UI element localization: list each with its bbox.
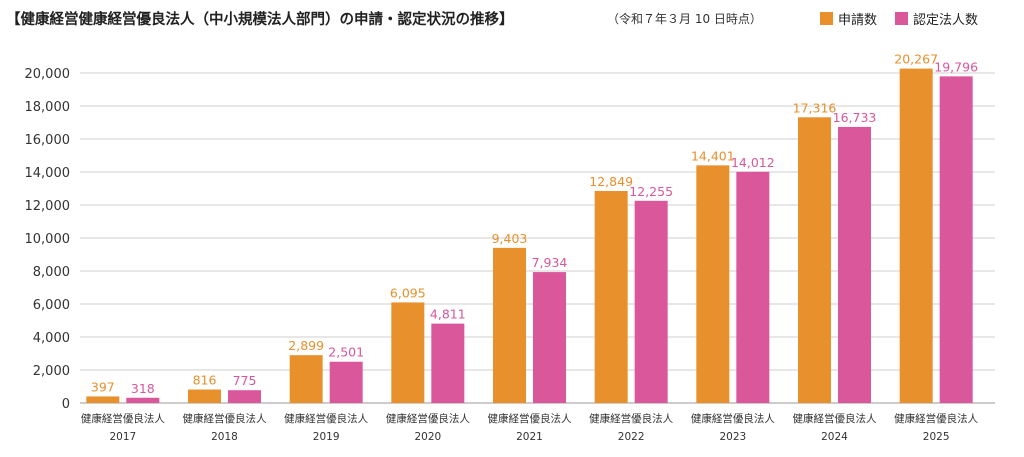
data-label-applications: 14,401 <box>691 148 735 163</box>
bar-certified <box>431 323 465 403</box>
data-label-certified: 19,796 <box>934 59 978 74</box>
x-tick-label: 健康経営優良法人 <box>183 412 267 425</box>
bar-applications <box>594 190 628 403</box>
data-label-certified: 7,934 <box>532 255 568 270</box>
bar-applications <box>798 117 831 403</box>
data-label-certified: 775 <box>233 373 257 388</box>
x-tick-label: 健康経営優良法人 <box>81 412 165 425</box>
data-label-applications: 397 <box>91 379 115 394</box>
legend-label-applications: 申請数 <box>838 13 877 28</box>
x-tick-year: 2020 <box>414 431 441 443</box>
legend-label-certified: 認定法人数 <box>913 12 978 28</box>
bar-applications <box>493 247 526 403</box>
x-tick-label: 健康経営優良法人 <box>284 412 368 425</box>
chart-subtitle: （令和７年３月 10 日時点） <box>607 11 762 26</box>
data-label-certified: 12,255 <box>629 184 673 199</box>
bar-applications <box>391 302 425 403</box>
bars <box>86 68 973 404</box>
x-tick-label: 健康経営優良法人 <box>386 412 470 425</box>
data-label-certified: 16,733 <box>833 110 877 125</box>
bar-applications <box>289 355 323 403</box>
x-tick-label: 健康経営優良法人 <box>894 412 978 425</box>
legend-swatch-certified <box>895 12 908 25</box>
bar-applications <box>188 389 221 403</box>
bar-certified <box>939 76 973 403</box>
x-tick-year: 2023 <box>719 431 746 443</box>
data-label-applications: 9,403 <box>492 231 528 246</box>
data-label-certified: 4,811 <box>430 307 466 322</box>
y-tick-label: 0 <box>62 397 70 412</box>
x-tick-year: 2019 <box>313 431 340 443</box>
bar-applications <box>899 68 933 404</box>
data-label-applications: 816 <box>193 373 217 388</box>
data-label-applications: 2,899 <box>288 338 324 353</box>
data-label-applications: 12,849 <box>589 174 633 189</box>
x-tick-year: 2025 <box>923 431 950 443</box>
y-axis-ticks: 0 2,000 4,000 6,000 8,000 10,000 12,000 14,000 1… <box>25 67 71 412</box>
bar-certified <box>838 126 871 403</box>
x-tick-year: 2021 <box>516 431 543 443</box>
y-tick-label: 14,000 <box>25 166 71 181</box>
x-tick-label: 健康経営優良法人 <box>793 412 877 425</box>
bar-certified <box>126 397 160 403</box>
x-tick-label: 健康経営優良法人 <box>691 412 775 425</box>
data-label-applications: 17,316 <box>793 100 837 115</box>
bar-certified <box>634 200 668 403</box>
x-tick-year: 2017 <box>109 431 136 443</box>
x-tick-year: 2018 <box>211 431 238 443</box>
y-tick-label: 4,000 <box>33 331 70 346</box>
bar-applications <box>696 165 730 403</box>
data-labels: 397 318 816 775 2,899 2,501 6,095 4,811 9,403 7,9… <box>91 52 978 396</box>
bar-certified <box>228 390 261 403</box>
bar-certified <box>329 361 363 403</box>
y-tick-label: 16,000 <box>25 133 71 148</box>
y-tick-label: 10,000 <box>25 232 71 247</box>
y-tick-label: 12,000 <box>25 199 71 214</box>
y-tick-label: 20,000 <box>25 67 71 82</box>
y-tick-label: 2,000 <box>33 364 70 379</box>
y-tick-label: 6,000 <box>33 298 70 313</box>
x-tick-label: 健康経営優良法人 <box>589 412 673 425</box>
data-label-certified: 14,012 <box>731 155 775 170</box>
legend: 申請数 認定法人数 <box>820 12 978 28</box>
gridlines <box>80 72 995 404</box>
y-tick-label: 18,000 <box>25 100 71 115</box>
x-tick-year: 2024 <box>821 431 848 443</box>
data-label-certified: 2,501 <box>328 345 364 360</box>
bar-certified <box>533 272 566 403</box>
y-tick-label: 8,000 <box>33 265 70 280</box>
data-label-certified: 318 <box>131 381 155 396</box>
legend-swatch-applications <box>820 12 833 25</box>
data-label-applications: 20,267 <box>894 52 938 67</box>
bar-certified <box>736 171 770 403</box>
bar-applications <box>86 396 120 403</box>
x-tick-label: 健康経営優良法人 <box>488 412 572 425</box>
x-axis-ticks: 健康経営優良法人 2017 健康経営優良法人 2018 健康経営優良法人 2019 健康経営… <box>81 412 979 443</box>
x-tick-year: 2022 <box>618 431 645 443</box>
chart-title: 【健康経営健康経営優良法人（中小規模法人部門）の申請・認定状況の推移】 <box>6 10 514 28</box>
data-label-applications: 6,095 <box>390 285 426 300</box>
